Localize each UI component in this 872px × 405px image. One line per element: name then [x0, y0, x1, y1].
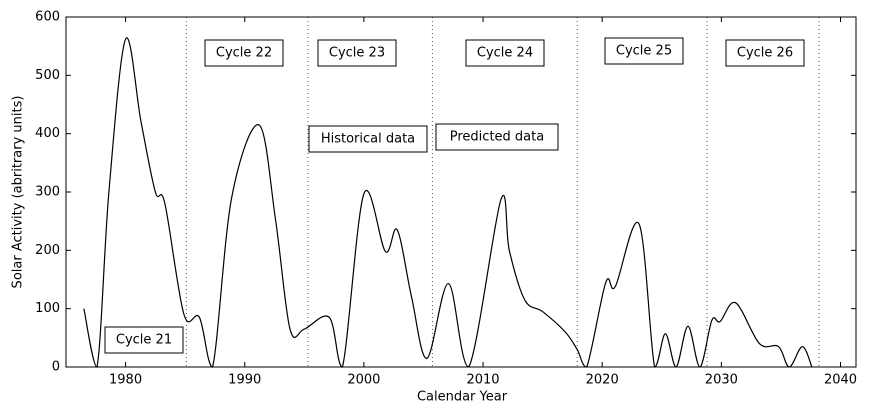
annotation-box	[104, 326, 184, 354]
annotation-box	[435, 123, 559, 151]
annotation-box	[465, 39, 545, 67]
annotation-box	[604, 37, 684, 65]
y-tick-label: 0	[52, 360, 60, 375]
plot-frame	[65, 16, 857, 368]
annotation: Historical data	[321, 132, 415, 147]
annotation: Cycle 26	[737, 46, 793, 61]
x-tick-label: 2030	[705, 373, 738, 388]
annotation-box	[204, 39, 284, 67]
annotation: Cycle 21	[116, 333, 172, 348]
annotation: Cycle 23	[329, 46, 385, 61]
x-tick-label: 1980	[109, 373, 142, 388]
annotation-box	[317, 39, 397, 67]
annotation: Cycle 24	[477, 46, 533, 61]
x-axis-label: Calendar Year	[417, 390, 508, 405]
annotation: Predicted data	[450, 130, 544, 145]
y-axis-label: Solar Activity (abritrary units)	[11, 96, 26, 289]
x-tick-label: 2010	[466, 373, 499, 388]
x-tick-label: 1990	[228, 373, 261, 388]
y-tick-label: 500	[35, 68, 60, 83]
y-tick-label: 600	[35, 10, 60, 25]
annotation: Cycle 22	[216, 46, 272, 61]
y-tick-label: 400	[35, 126, 60, 141]
y-tick-label: 200	[35, 243, 60, 258]
annotation: Cycle 25	[616, 44, 672, 59]
annotation-box	[725, 39, 805, 67]
x-tick-label: 2040	[824, 373, 857, 388]
x-tick-label: 2000	[347, 373, 380, 388]
x-tick-label: 2020	[586, 373, 619, 388]
y-tick-label: 100	[35, 301, 60, 316]
annotation-box	[308, 125, 428, 153]
y-tick-label: 300	[35, 185, 60, 200]
line	[83, 37, 813, 368]
